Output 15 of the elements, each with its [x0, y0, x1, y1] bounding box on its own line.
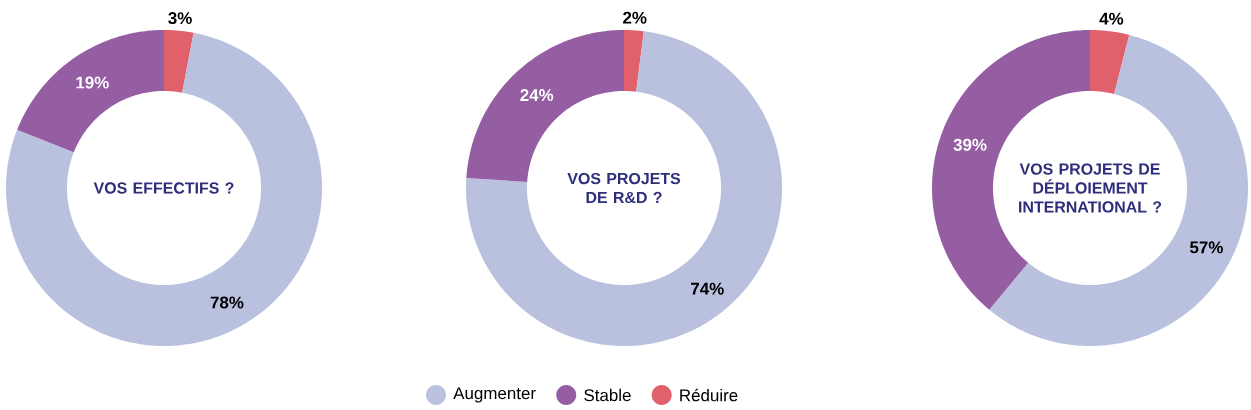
legend-label: Augmenter: [453, 387, 536, 403]
legend-label: Stable: [584, 388, 631, 402]
data-label: 74%: [691, 282, 724, 295]
data-label: 57%: [1190, 241, 1223, 254]
data-label: 2%: [623, 11, 647, 24]
legend-label: Réduire: [680, 388, 738, 402]
data-label: 3%: [168, 12, 192, 25]
text: VOS PROJETS DE R&D ?: [567, 172, 681, 204]
text: VOS PROJETS DE DÉPLOIEMENT INTERNATIONAL ?: [1019, 163, 1162, 213]
data-label: 19%: [76, 76, 109, 89]
data-label: 78%: [210, 296, 244, 309]
data-label: 24%: [520, 89, 554, 102]
data-label: 4%: [1099, 12, 1124, 25]
text: VOS EFFECTIFS ?: [93, 182, 234, 194]
data-label: 39%: [953, 138, 987, 151]
